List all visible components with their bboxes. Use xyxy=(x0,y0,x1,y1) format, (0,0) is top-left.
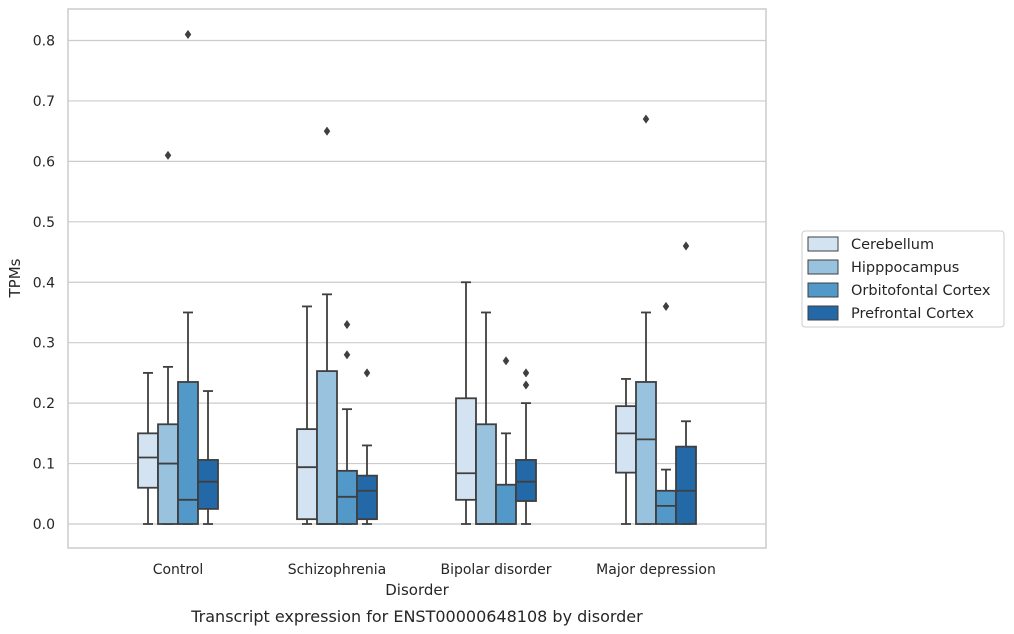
y-tick-label: 0.4 xyxy=(33,275,55,291)
box-2-2 xyxy=(495,356,517,525)
box-iqr xyxy=(675,445,697,525)
legend-swatch xyxy=(807,282,839,298)
outlier-point xyxy=(323,126,331,136)
chart-caption: Transcript expression for ENST0000064810… xyxy=(190,607,643,626)
x-tick-label: Bipolar disorder xyxy=(440,562,551,578)
outlier-point xyxy=(682,241,690,251)
box-iqr xyxy=(157,423,179,525)
legend-label: Hipppocampus xyxy=(851,260,959,276)
y-tick-label: 0.7 xyxy=(33,94,55,110)
box-1-1 xyxy=(316,126,338,525)
box-3-0 xyxy=(197,390,219,525)
x-axis-ticks: Control Schizophrenia Bipolar disorder Majo… xyxy=(153,562,716,578)
x-tick-label: Schizophrenia xyxy=(288,562,386,578)
outlier-point xyxy=(184,29,192,40)
y-tick-label: 0.1 xyxy=(33,457,55,473)
box-1-2 xyxy=(475,311,497,525)
box-1-3 xyxy=(635,114,657,525)
outlier-point xyxy=(343,319,351,330)
box-2-3 xyxy=(655,301,677,525)
box-2-0 xyxy=(177,29,199,525)
box-iqr xyxy=(455,397,477,501)
box-iqr xyxy=(515,459,537,502)
legend-label: Prefrontal Cortex xyxy=(851,306,974,322)
box-0-0 xyxy=(137,372,159,525)
box-3-1 xyxy=(356,368,378,525)
box-plots xyxy=(137,29,697,525)
legend-swatch xyxy=(807,305,839,321)
legend-swatch xyxy=(807,236,839,252)
y-tick-label: 0.3 xyxy=(33,336,55,352)
x-tick-label: Control xyxy=(153,562,204,578)
outlier-point xyxy=(343,350,351,360)
outlier-point xyxy=(662,301,670,312)
box-0-1 xyxy=(296,305,318,525)
outlier-point xyxy=(642,114,650,124)
legend-label: Orbitofontal Cortex xyxy=(851,283,991,299)
box-iqr xyxy=(356,474,378,521)
legend-label: Cerebellum xyxy=(851,237,934,253)
box-iqr xyxy=(655,489,677,525)
box-iqr xyxy=(316,370,338,525)
x-tick-label: Major depression xyxy=(596,562,716,578)
box-0-2 xyxy=(455,281,477,525)
legend-swatch xyxy=(807,259,839,275)
outlier-point xyxy=(164,150,172,160)
y-tick-label: 0.0 xyxy=(33,517,55,533)
box-iqr xyxy=(137,432,159,489)
box-iqr xyxy=(177,381,199,525)
box-iqr xyxy=(296,428,318,521)
outlier-point xyxy=(502,356,510,366)
outlier-point xyxy=(522,380,530,390)
box-3-2 xyxy=(515,368,537,525)
legend-frame xyxy=(801,230,1005,328)
box-iqr xyxy=(615,405,637,474)
y-axis-ticks: 0.0 0.1 0.2 0.3 0.4 0.5 0.6 0.7 0.8 xyxy=(33,34,55,534)
y-tick-label: 0.5 xyxy=(33,215,55,231)
box-iqr xyxy=(495,483,517,525)
box-iqr xyxy=(197,459,219,510)
box-iqr xyxy=(475,423,497,525)
outlier-point xyxy=(363,368,371,378)
box-iqr xyxy=(635,381,657,525)
y-tick-label: 0.6 xyxy=(33,154,55,170)
y-tick-label: 0.8 xyxy=(33,34,55,50)
box-3-3 xyxy=(675,241,697,525)
box-0-3 xyxy=(615,378,637,525)
y-axis-title: TPMs xyxy=(6,258,24,298)
x-axis-title: Disorder xyxy=(385,581,449,599)
y-tick-label: 0.2 xyxy=(33,396,55,412)
legend: Cerebellum Hipppocampus Orbitofontal Corte… xyxy=(801,230,1005,328)
outlier-point xyxy=(522,368,530,378)
